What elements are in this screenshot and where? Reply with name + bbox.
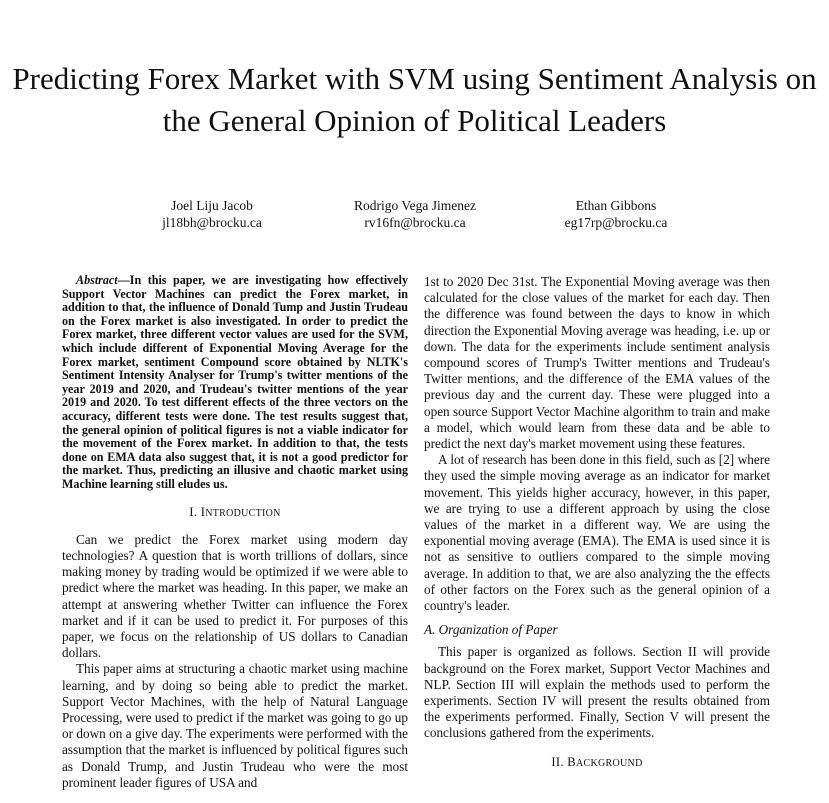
intro-paragraph-1: Can we predict the Forex market using mo… xyxy=(62,531,408,661)
right-paragraph-1: 1st to 2020 Dec 31st. The Exponential Mo… xyxy=(424,274,770,452)
abstract-label: Abstract xyxy=(76,273,118,287)
author-1: Joel Liju Jacob jl18bh@brocku.ca xyxy=(102,197,322,231)
author-name: Joel Liju Jacob xyxy=(171,198,253,213)
author-name: Ethan Gibbons xyxy=(575,198,657,213)
section-number: II. xyxy=(551,754,564,769)
right-paragraph-2: A lot of research has been done in this … xyxy=(424,452,770,614)
section-smallcaps: NTRODUCTION xyxy=(205,507,281,519)
right-column: 1st to 2020 Dec 31st. The Exponential Mo… xyxy=(424,274,770,782)
section-number: I. xyxy=(189,504,198,519)
section-heading-introduction: I. INTRODUCTION xyxy=(62,504,408,522)
abstract-text: —In this paper, we are investigating how… xyxy=(62,273,408,491)
author-email: eg17rp@brocku.ca xyxy=(564,215,668,230)
section-heading-background: II. BACKGROUND xyxy=(424,754,770,772)
abstract: Abstract—In this paper, we are investiga… xyxy=(62,273,408,492)
intro-paragraph-2: This paper aims at structuring a chaotic… xyxy=(62,661,408,790)
author-2: Rodrigo Vega Jimenez rv16fn@brocku.ca xyxy=(305,197,525,231)
section-initial: I xyxy=(200,504,206,519)
author-email: jl18bh@brocku.ca xyxy=(162,215,262,230)
author-3: Ethan Gibbons eg17rp@brocku.ca xyxy=(506,197,726,231)
author-name: Rodrigo Vega Jimenez xyxy=(354,198,476,213)
author-email: rv16fn@brocku.ca xyxy=(364,215,466,230)
organization-paragraph: This paper is organized as follows. Sect… xyxy=(424,644,770,741)
section-initial: B xyxy=(567,754,576,769)
subsection-heading-organization: A. Organization of Paper xyxy=(424,622,558,638)
left-column: Abstract—In this paper, we are investiga… xyxy=(62,273,408,791)
section-smallcaps: ACKGROUND xyxy=(576,757,643,769)
paper-title: Predicting Forex Market with SVM using S… xyxy=(12,61,817,138)
